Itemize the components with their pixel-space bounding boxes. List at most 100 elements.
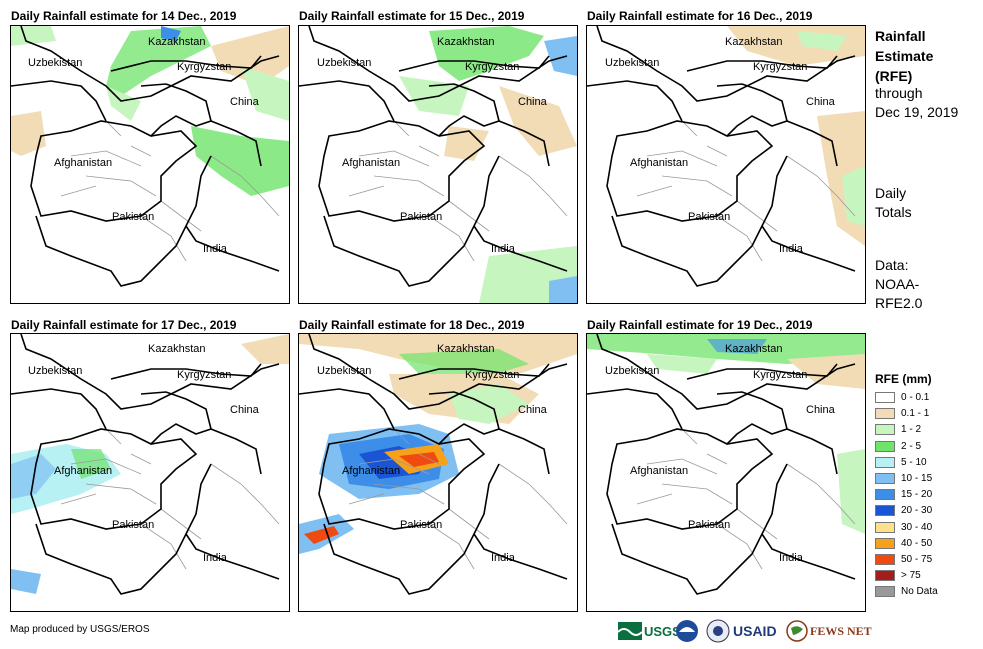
country-boundary — [30, 120, 198, 222]
legend-swatch — [875, 521, 895, 533]
country-label-china: China — [806, 96, 835, 108]
legend-item: 40 - 50 — [875, 537, 932, 550]
country-label-afghanistan: Afghanistan — [342, 465, 401, 477]
legend-swatch — [875, 392, 895, 403]
country-label-pakistan: Pakistan — [112, 519, 155, 531]
country-label-kazakhstan: Kazakhstan — [437, 36, 495, 48]
sidebar-through: through Dec 19, 2019 — [875, 84, 958, 122]
legend-label: 40 - 50 — [901, 537, 933, 549]
country-boundary — [726, 115, 838, 167]
country-label-china: China — [518, 404, 547, 416]
country-boundary — [686, 55, 838, 72]
province-boundary — [105, 428, 152, 465]
country-label-india: India — [491, 243, 515, 255]
country-label-india: India — [779, 552, 803, 564]
panel-title-14dec: Daily Rainfall estimate for 14 Dec., 201… — [11, 9, 237, 23]
country-label-uzbekistan: Uzbekistan — [317, 365, 372, 377]
legend-swatch — [875, 554, 895, 565]
country-boundary — [308, 26, 568, 102]
country-boundary — [473, 225, 568, 272]
sidebar-totals-line: Totals — [875, 204, 912, 220]
border-layer — [587, 26, 856, 287]
country-label-kazakhstan: Kazakhstan — [725, 343, 783, 355]
border-layer — [587, 334, 856, 595]
legend-label: 2 - 5 — [901, 440, 922, 452]
usgs-logo-text: USGS — [644, 623, 681, 639]
country-boundary — [299, 388, 395, 430]
country-label-china: China — [230, 404, 259, 416]
province-boundary — [716, 200, 778, 262]
map-panel-17dec — [10, 333, 290, 612]
country-boundary — [473, 533, 568, 580]
legend-title: RFE (mm) — [875, 372, 932, 386]
country-boundary — [318, 428, 486, 530]
legend-label: 0 - 0.1 — [901, 392, 930, 403]
country-boundary — [11, 388, 107, 430]
province-boundary — [636, 150, 733, 197]
sidebar-title-line: Rainfall — [875, 28, 926, 44]
globe-icon — [786, 620, 808, 642]
legend-label: > 75 — [901, 570, 921, 582]
province-boundary — [498, 463, 568, 525]
fewsnet-logo: FEWS NET — [786, 618, 872, 644]
country-label-kazakhstan: Kazakhstan — [725, 36, 783, 48]
legend-item: > 75 — [875, 569, 921, 582]
legend-item: 20 - 30 — [875, 504, 932, 517]
province-boundary — [681, 120, 728, 157]
province-boundary — [60, 150, 157, 197]
legend-item: 1 - 2 — [875, 423, 921, 436]
country-boundary — [308, 334, 568, 410]
legend-swatch — [875, 408, 895, 420]
country-label-afghanistan: Afghanistan — [54, 157, 113, 169]
province-boundary — [393, 428, 440, 465]
legend-label: 1 - 2 — [901, 424, 922, 436]
usgs-logo: USGS — [618, 618, 681, 644]
country-boundary — [606, 120, 774, 222]
country-boundary — [726, 423, 838, 475]
country-boundary — [35, 155, 212, 287]
map-graphic — [11, 26, 289, 287]
legend-swatch — [875, 537, 895, 549]
legend-item: 0.1 - 1 — [875, 407, 929, 420]
legend-label: 5 - 10 — [901, 456, 927, 468]
country-label-kyrgyzstan: Kyrgyzstan — [465, 61, 520, 73]
state-dept-logo — [706, 618, 730, 644]
legend-item: 5 - 10 — [875, 456, 927, 469]
country-boundary — [596, 26, 856, 102]
map-graphic — [299, 334, 577, 595]
country-label-china: China — [518, 96, 547, 108]
noaa-logo — [675, 618, 699, 644]
country-boundary — [398, 55, 550, 72]
sidebar-data-line: NOAA- — [875, 276, 920, 292]
sidebar-data-source: Data: NOAA- RFE2.0 — [875, 256, 922, 313]
legend-item: 15 - 20 — [875, 488, 932, 501]
panel-title-17dec: Daily Rainfall estimate for 17 Dec., 201… — [11, 318, 237, 332]
province-boundary — [140, 200, 202, 262]
country-boundary — [185, 533, 280, 580]
province-boundary — [498, 155, 568, 217]
country-label-india: India — [203, 243, 227, 255]
country-boundary — [185, 225, 280, 272]
fewsnet-logo-text: FEWS NET — [810, 623, 872, 638]
country-label-kazakhstan: Kazakhstan — [148, 343, 206, 355]
country-boundary — [438, 423, 550, 475]
country-label-pakistan: Pakistan — [112, 211, 155, 223]
province-boundary — [105, 120, 152, 157]
country-label-china: China — [806, 404, 835, 416]
legend-label: No Data — [901, 586, 938, 598]
country-label-india: India — [779, 243, 803, 255]
map-credit: Map produced by USGS/EROS — [10, 624, 150, 635]
province-boundary — [60, 458, 157, 505]
legend-item: 2 - 5 — [875, 440, 921, 453]
country-boundary — [20, 26, 280, 102]
legend-swatch — [875, 570, 895, 582]
country-boundary — [428, 83, 500, 122]
legend-label: 50 - 75 — [901, 554, 933, 565]
map-panel-19dec — [586, 333, 866, 612]
province-boundary — [210, 155, 280, 217]
country-boundary — [20, 334, 280, 410]
country-label-kyrgyzstan: Kyrgyzstan — [177, 61, 232, 73]
legend-swatch — [875, 456, 895, 468]
country-boundary — [596, 334, 856, 410]
country-label-pakistan: Pakistan — [400, 211, 443, 223]
